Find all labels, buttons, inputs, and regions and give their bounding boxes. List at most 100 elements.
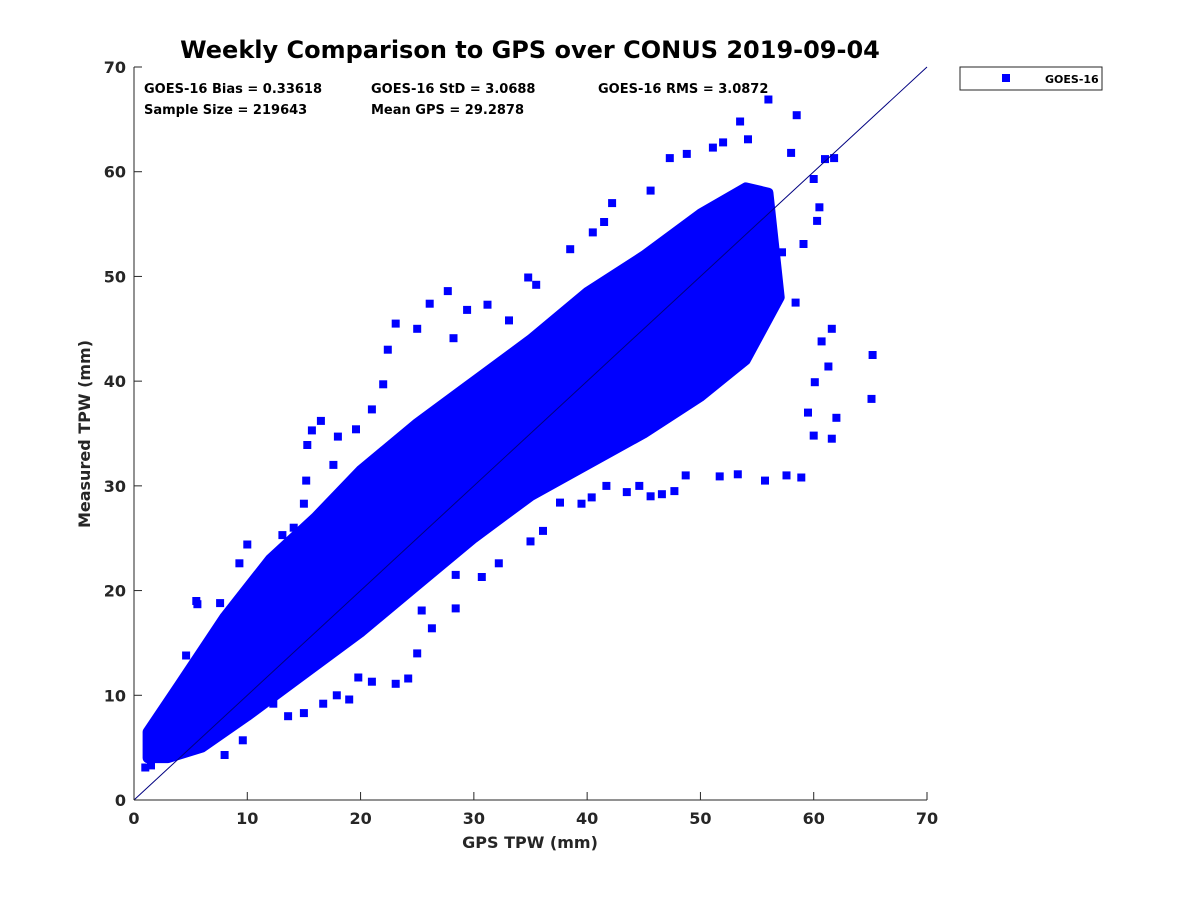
legend-box: [959, 66, 1103, 91]
one-to-one-reference-line: [133, 66, 928, 801]
scatter-point: [764, 95, 773, 104]
scatter-point: [303, 441, 312, 449]
scatter-point: [782, 471, 791, 480]
x-tick-label: 0: [128, 809, 139, 828]
scatter-point: [192, 597, 201, 605]
scatter-point: [220, 751, 229, 759]
scatter-point: [307, 426, 316, 435]
scatter-point: [792, 111, 801, 120]
scatter-point: [164, 724, 172, 733]
scatter-point: [804, 408, 812, 417]
scatter-point: [681, 471, 690, 480]
scatter-point: [269, 699, 278, 708]
scatter-point: [451, 604, 460, 613]
scatter-density-cloud: [142, 182, 785, 764]
scatter-point: [494, 559, 503, 568]
x-tick-label: 70: [916, 809, 938, 828]
scatter-point: [526, 537, 535, 546]
scatter-point: [251, 701, 260, 710]
scatter-point: [367, 677, 376, 686]
scatter-point: [354, 673, 363, 682]
scatter-point: [147, 761, 155, 770]
x-tick-label: 30: [463, 809, 485, 828]
scatter-point: [824, 362, 833, 371]
scatter-point: [329, 460, 338, 469]
axes: [133, 67, 927, 801]
scatter-point: [483, 300, 492, 309]
scatter-points: [141, 95, 877, 772]
scatter-point: [608, 199, 617, 208]
std-stat: GOES-16 StD = 3.0688: [371, 82, 535, 97]
y-tick-label: 40: [104, 372, 126, 391]
scatter-point: [809, 431, 818, 440]
statistics-annotation: GOES-16 Bias = 0.33618 GOES-16 StD = 3.0…: [144, 82, 768, 118]
scatter-point: [646, 492, 655, 501]
scatter-point: [367, 405, 376, 414]
scatter-point: [778, 248, 786, 257]
scatter-point: [284, 712, 293, 721]
scatter-point: [588, 228, 597, 237]
scatter-point: [182, 651, 191, 660]
scatter-point: [682, 149, 691, 158]
scatter-point: [600, 218, 609, 226]
scatter-point: [809, 175, 818, 183]
scatter-point: [670, 487, 679, 496]
scatter-point: [761, 476, 769, 485]
chart-title: Weekly Comparison to GPS over CONUS 2019…: [180, 36, 880, 64]
scatter-point: [404, 674, 413, 683]
scatter-point: [352, 425, 360, 434]
scatter-point: [451, 570, 460, 579]
y-tick-label: 60: [104, 163, 126, 182]
legend-entry-goes-16: GOES-16: [1045, 73, 1099, 86]
legend-marker-square-icon: [1002, 74, 1010, 82]
scatter-point: [413, 324, 422, 333]
scatter-point: [867, 394, 876, 403]
scatter-point: [477, 573, 486, 581]
scatter-point: [708, 143, 717, 152]
mean-gps-stat: Mean GPS = 29.2878: [371, 103, 524, 118]
scatter-point: [391, 319, 400, 328]
scatter-point: [333, 432, 342, 441]
scatter-point: [427, 624, 436, 633]
scatter-point: [178, 693, 187, 702]
scatter-point: [235, 559, 244, 568]
scatter-point: [539, 526, 547, 535]
scatter-point: [635, 481, 644, 490]
scatter-point: [443, 287, 452, 296]
scatter-point: [158, 713, 167, 722]
scatter-point: [316, 416, 325, 425]
y-tick-label: 50: [104, 267, 126, 286]
x-axis-ticks: 0 10 20 30 40 50 60 70: [128, 792, 938, 828]
x-tick-label: 20: [349, 809, 371, 828]
x-tick-label: 10: [236, 809, 258, 828]
scatter-point: [868, 351, 877, 359]
scatter-point: [719, 138, 728, 147]
scatter-point: [622, 488, 631, 497]
y-tick-label: 70: [104, 58, 126, 77]
scatter-point: [646, 186, 655, 195]
scatter-point: [143, 735, 152, 744]
scatter-point: [216, 599, 225, 608]
scatter-point: [813, 216, 822, 225]
scatter-point: [413, 649, 422, 658]
scatter-point: [383, 345, 392, 354]
scatter-point: [827, 434, 836, 443]
scatter-point: [379, 380, 388, 389]
scatter-point: [787, 148, 796, 157]
scatter-point: [810, 378, 819, 387]
scatter-point: [505, 316, 513, 325]
scatter-point: [449, 334, 458, 343]
scatter-dense-band: [142, 182, 785, 764]
scatter-point: [832, 413, 841, 422]
scatter-point: [566, 245, 575, 254]
x-tick-label: 50: [689, 809, 711, 828]
x-axis-label: GPS TPW (mm): [462, 833, 598, 852]
scatter-point: [556, 498, 564, 507]
scatter-point: [830, 154, 839, 163]
scatter-point: [278, 531, 287, 540]
x-tick-label: 40: [576, 809, 598, 828]
scatter-point: [827, 324, 836, 333]
scatter-point: [791, 298, 800, 307]
scatter-point: [299, 499, 308, 508]
scatter-point: [463, 305, 472, 314]
